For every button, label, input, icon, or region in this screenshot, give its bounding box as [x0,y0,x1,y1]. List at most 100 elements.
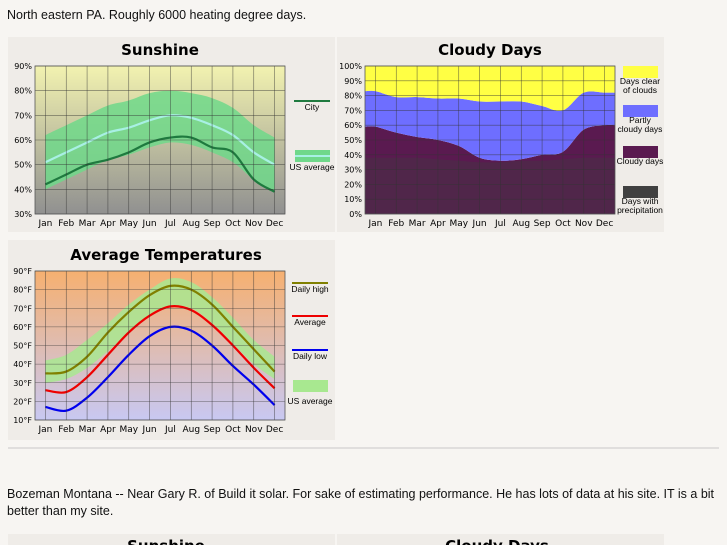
legend-label: US average [289,163,335,172]
x-tick-label: Jun [142,425,157,435]
x-tick-label: Apr [100,425,116,435]
x-tick-label: Aug [182,425,200,435]
chart-title: Average Temperatures [70,246,262,264]
x-tick-label: Mar [79,425,96,435]
area [365,157,615,214]
y-tick-label: 80% [14,87,32,96]
x-tick-label: Oct [555,219,571,229]
x-tick-label: Jan [37,219,52,229]
legend-label: Partly cloudy days [617,116,663,134]
legend-label: Cloudy days [616,157,664,166]
y-tick-label: 70% [14,111,32,120]
y-tick-label: 40% [14,185,32,194]
y-tick-label: 20% [344,180,362,189]
line [45,325,276,413]
panel [337,534,664,545]
plot-border [364,65,616,215]
y-tick-label: 90% [14,62,32,71]
chart-title: Sunshine [127,537,205,545]
legend-label-box: Days with precipitation [617,197,663,215]
legend-label-box: US average [289,163,335,172]
y-tick-label: 40% [344,151,362,160]
x-tick-label: Apr [430,219,446,229]
x-tick-label: Jul [164,219,176,229]
legend-label-box: City [305,103,320,112]
line [44,135,276,193]
y-tick-label: 30% [14,210,32,219]
chart-title: Cloudy Days [445,537,549,545]
y-tick-label: 100% [339,62,362,71]
x-tick-label: Nov [245,219,263,229]
legend-label-box: Daily low [292,352,327,361]
y-tick-label: 0% [349,210,362,219]
y-tick-label: 20°F [13,397,32,406]
x-tick-label: Mar [409,219,426,229]
y-tick-label: 10% [344,195,362,204]
x-tick-label: Oct [225,425,241,435]
legend-swatch [623,105,658,117]
x-tick-label: Aug [512,219,530,229]
y-tick-label: 50% [14,161,32,170]
legend-swatch [623,146,658,158]
x-tick-label: May [119,425,138,435]
x-tick-label: Sep [204,219,221,229]
x-tick-label: Jul [164,425,176,435]
line [45,305,276,394]
y-tick-label: 60% [344,121,362,130]
legend-label: Days with precipitation [617,197,663,215]
y-tick-label: 60% [14,136,32,145]
x-tick-label: Dec [596,219,613,229]
y-tick-label: 60°F [13,323,32,332]
legend-swatch [623,66,658,78]
legend-label-box: Daily high [291,285,328,294]
x-tick-label: Sep [534,219,551,229]
x-tick-label: Oct [225,219,241,229]
x-tick-label: Dec [266,219,283,229]
legend-label: Average [294,318,326,327]
chart-title: Sunshine [121,41,199,59]
plot-border [34,270,286,421]
x-tick-label: Mar [79,219,96,229]
legend-label-box: US average [287,397,333,406]
y-tick-label: 80°F [13,286,32,295]
plot-border [34,65,286,215]
legend-label: Daily low [292,352,327,361]
area [365,90,615,161]
chart-title: Cloudy Days [438,41,542,59]
x-tick-label: Nov [575,219,593,229]
x-tick-label: Apr [100,219,116,229]
legend-label-box: Partly cloudy days [617,116,663,134]
x-tick-label: Dec [266,425,283,435]
legend-label: US average [287,397,333,406]
y-tick-label: 10°F [13,416,32,425]
x-tick-label: Feb [58,219,74,229]
y-tick-label: 50°F [13,342,32,351]
x-tick-label: May [119,219,138,229]
x-tick-label: Jan [367,219,382,229]
legend-label-box: Days clear of clouds [619,77,661,95]
y-tick-label: 80% [344,92,362,101]
legend-swatch [623,186,658,198]
x-tick-label: Nov [245,425,263,435]
x-tick-label: Jun [142,219,157,229]
y-tick-label: 40°F [13,360,32,369]
area [365,66,615,111]
band [45,90,275,192]
y-tick-label: 30°F [13,379,32,388]
plot [365,66,615,214]
legend-swatch [293,380,328,392]
line [45,284,276,375]
intro-text: North eastern PA. Roughly 6000 heating d… [7,8,307,22]
x-tick-label: Feb [388,219,404,229]
plot [45,278,276,413]
x-tick-label: Jan [37,425,52,435]
x-tick-label: Aug [182,219,200,229]
y-tick-label: 70°F [13,304,32,313]
legend-label-box: Cloudy days [616,157,664,166]
x-tick-label: May [449,219,468,229]
x-tick-label: Jul [494,219,506,229]
x-tick-label: Feb [58,425,74,435]
legend-label: Days clear of clouds [619,77,661,95]
